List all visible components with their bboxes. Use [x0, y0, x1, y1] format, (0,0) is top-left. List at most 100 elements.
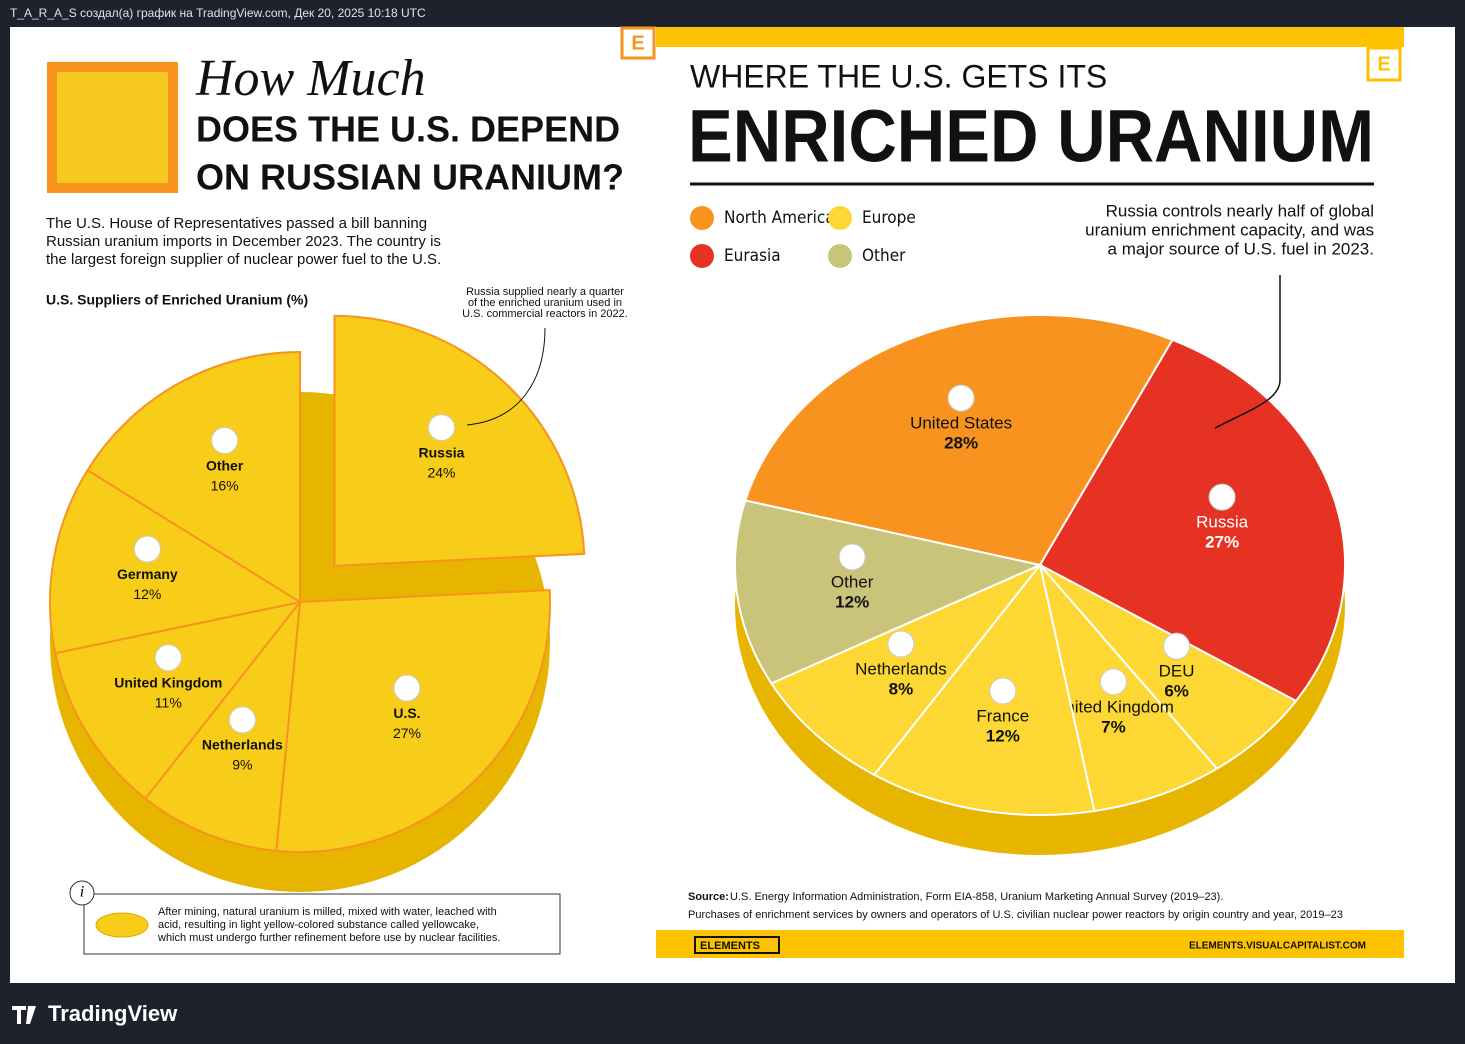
flag	[133, 535, 161, 563]
intro-line: The U.S. House of Representatives passed…	[46, 215, 427, 232]
pie-slice	[1038, 338, 1346, 703]
note: Purchases of enrichment services by owne…	[688, 909, 1343, 921]
caption: T_A_R_A_S создал(а) график на TradingVie…	[10, 6, 426, 20]
flag	[228, 706, 256, 734]
brand: ELEMENTS	[700, 940, 760, 952]
slice-label: Russia	[419, 444, 465, 460]
value-label: 12%	[133, 586, 161, 602]
pie-slice	[769, 564, 1041, 777]
intro: The U.S. House of Representatives passed…	[46, 215, 441, 268]
flag	[1208, 483, 1236, 511]
slice-label: Netherlands	[855, 660, 947, 679]
info-line: After mining, natural uranium is milled,…	[158, 906, 497, 918]
info-line: which must undergo further refinement be…	[157, 932, 500, 944]
info: After mining, natural uranium is milled,…	[157, 906, 500, 944]
value-label: 12%	[835, 592, 869, 611]
legend: North America Europe Eurasia Other	[690, 206, 916, 268]
slice-label: France	[976, 706, 1029, 725]
value-label: 12%	[986, 726, 1020, 745]
legend-label: North America	[724, 208, 835, 228]
slice-label: United Kingdom	[1053, 697, 1174, 716]
footer-logo: TradingView	[48, 1001, 178, 1026]
slice-label: Other	[831, 572, 874, 591]
legend-label: Eurasia	[724, 246, 781, 266]
flag	[989, 677, 1017, 705]
source-label: Source:	[688, 891, 729, 903]
value-label: 7%	[1101, 717, 1126, 736]
pie-slice	[734, 499, 1044, 685]
headline: ENRICHED URANIUM	[688, 95, 1374, 178]
badge	[620, 26, 656, 60]
tv-icon	[12, 1006, 36, 1024]
legend-label: Other	[862, 246, 906, 266]
info-icon-text: i	[80, 884, 84, 901]
info-icon	[69, 880, 95, 906]
flag	[154, 644, 182, 672]
annotation-arrow	[1214, 275, 1281, 429]
intro-line: Russian uranium imports in December 2023…	[46, 233, 441, 250]
info-box	[83, 893, 561, 955]
flag	[1099, 668, 1127, 696]
pie-slice	[49, 468, 303, 655]
annotation-line: Russia controls nearly half of global	[1106, 201, 1374, 220]
pie-slice	[872, 562, 1096, 816]
badge-text: E	[1377, 53, 1390, 75]
legend-swatch	[828, 244, 852, 268]
photo	[57, 72, 168, 183]
title-script: How Much	[195, 50, 426, 107]
flag	[393, 674, 421, 702]
slice-label: Russia	[1196, 513, 1249, 532]
flag	[887, 630, 915, 658]
pie-slice	[54, 600, 303, 800]
flag	[947, 384, 975, 412]
title: ON RUSSIAN URANIUM?	[196, 157, 624, 198]
value-label: 27%	[393, 725, 421, 741]
pie-slice	[1039, 564, 1219, 813]
brand-box	[694, 936, 780, 954]
flag	[838, 543, 866, 571]
legend-swatch	[690, 244, 714, 268]
title: DOES THE U.S. DEPEND	[196, 109, 620, 150]
legend-swatch	[690, 206, 714, 230]
slice-label: Netherlands	[202, 737, 283, 753]
yellowcake-icon	[95, 912, 149, 938]
slice-label: Germany	[117, 566, 178, 582]
kicker: WHERE THE U.S. GETS ITS	[690, 58, 1107, 94]
flag	[1163, 632, 1191, 660]
pie-slice	[333, 314, 586, 567]
info-line: acid, resulting in light yellow-colored …	[158, 919, 479, 931]
chart-title: U.S. Suppliers of Enriched Uranium (%)	[46, 292, 308, 308]
pie-slice	[86, 350, 301, 604]
bottom-band	[656, 930, 1404, 958]
annotation-line: uranium enrichment capacity, and was	[1085, 220, 1374, 239]
slice-label: United Kingdom	[114, 674, 222, 690]
intro-line: the largest foreign supplier of nuclear …	[46, 251, 441, 268]
top-band	[656, 27, 1404, 47]
value-label: 27%	[1205, 533, 1239, 552]
annotation-line: a major source of U.S. fuel in 2023.	[1108, 239, 1374, 258]
annotation-line: Russia supplied nearly a quarter	[466, 286, 624, 298]
slice-label: Other	[206, 457, 244, 473]
badge-text: E	[631, 32, 644, 54]
value-label: 24%	[427, 464, 455, 480]
pie-slice	[744, 314, 1174, 567]
value-label: 28%	[944, 434, 978, 453]
value-label: 9%	[232, 757, 252, 773]
pie-slice	[144, 598, 302, 852]
value-label: 11%	[155, 694, 182, 710]
pie-slice	[275, 589, 551, 853]
slice-label: U.S.	[393, 705, 420, 721]
value-label: 16%	[211, 477, 239, 493]
slice-label: DEU	[1159, 662, 1195, 681]
annotation-line: U.S. commercial reactors in 2022.	[462, 308, 628, 320]
annotation-line: of the enriched uranium used in	[468, 297, 622, 309]
url: ELEMENTS.VISUALCAPITALIST.COM	[1189, 941, 1366, 952]
slice-label: United States	[910, 414, 1012, 433]
flag	[211, 427, 239, 455]
legend-swatch	[828, 206, 852, 230]
value-label: 8%	[889, 680, 914, 699]
legend-label: Europe	[862, 208, 916, 228]
flag	[427, 414, 455, 442]
annotation-arrow	[466, 327, 546, 426]
